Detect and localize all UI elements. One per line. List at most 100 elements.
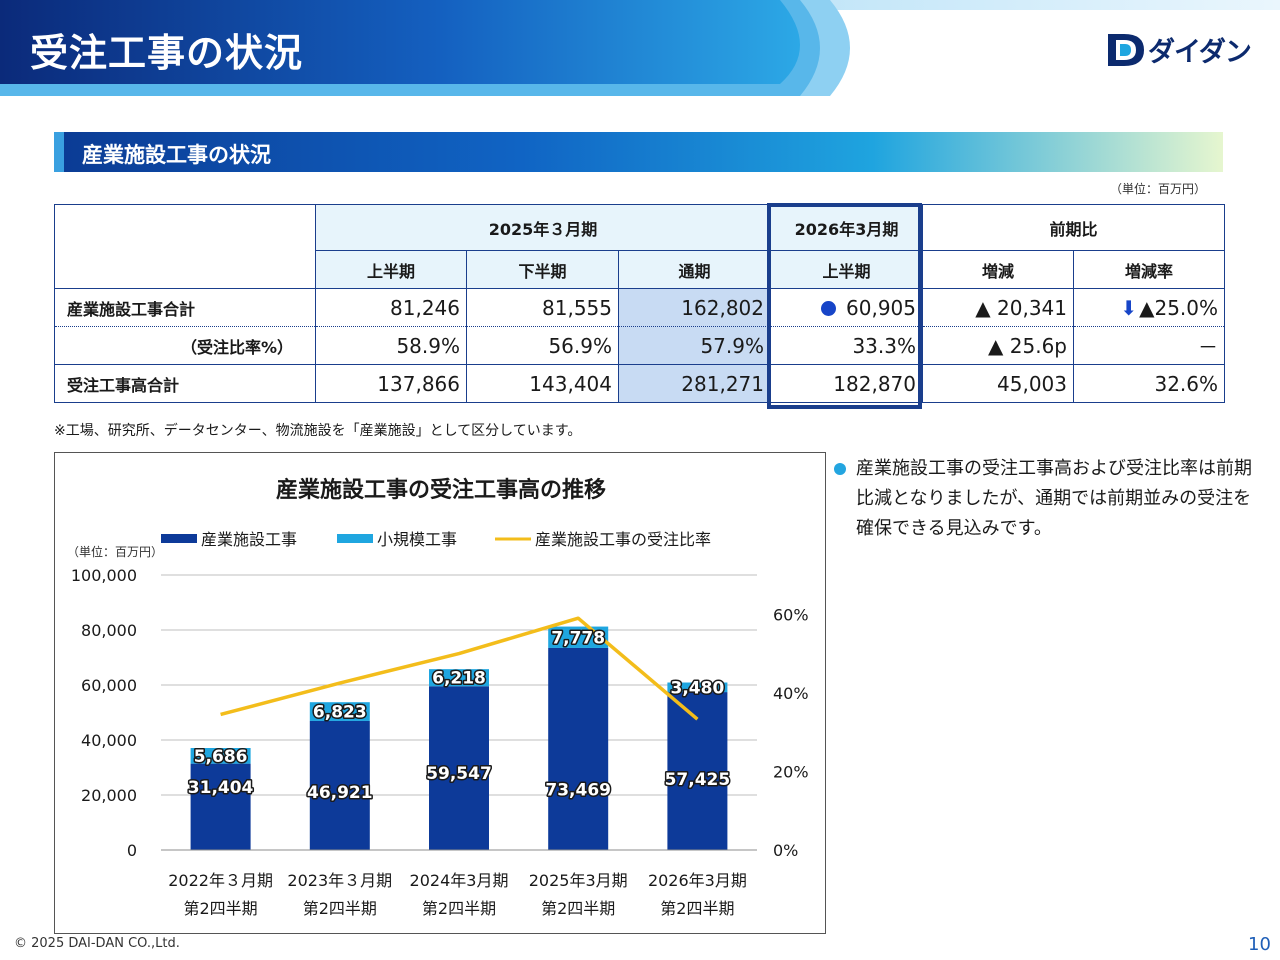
x-tick-sublabel: 第2四半期 — [184, 899, 258, 918]
data-label-small-scale: 6,823 — [313, 703, 367, 723]
row-label: 受注工事高合計 — [54, 364, 316, 403]
cell-h1: 58.9% — [315, 326, 467, 365]
bullet-text: 産業施設工事の受注工事高および受注比率は前期比減となりましたが、通期では前期並み… — [856, 458, 1252, 539]
bar-small-scale — [309, 702, 370, 721]
status-dot-icon — [821, 300, 837, 316]
cell-full: 281,271 — [618, 364, 771, 403]
header-fy2025: 2025年３月期 — [315, 204, 771, 251]
bar-industrial — [190, 763, 251, 850]
table-row: （受注比率%） 58.9% 56.9% 57.9% 33.3% ▲ 25.6p … — [54, 326, 1226, 365]
table-row: 受注工事高合計 137,866 143,404 281,271 182,870 … — [54, 364, 1226, 403]
data-label-industrial: 59,547 — [426, 764, 492, 784]
subheader-h2: 下半期 — [466, 250, 619, 289]
y-tick-label: 60,000 — [81, 676, 137, 695]
cell-h1-2026: 182,870 — [770, 364, 923, 403]
bar-small-scale — [190, 748, 251, 764]
section-bar: 産業施設工事の状況 — [54, 132, 1223, 172]
bar-small-scale — [667, 682, 728, 693]
cell-change-rate: 32.6% — [1072, 364, 1226, 403]
y-tick-label: 100,000 — [71, 566, 137, 585]
data-label-small-scale: 6,218 — [432, 669, 486, 689]
y-tick-label: 80,000 — [81, 621, 137, 640]
x-tick-label: 2026年3月期 — [648, 871, 747, 890]
bullet-dot-icon — [834, 463, 846, 475]
cell-change: ▲ 25.6p — [922, 326, 1074, 365]
down-arrow-icon: ⬇ — [1120, 295, 1138, 320]
y2-tick-label: 20% — [773, 762, 809, 781]
data-label-industrial: 73,469 — [545, 780, 611, 800]
data-label-industrial: 46,921 — [307, 783, 373, 803]
row-label: 産業施設工事合計 — [54, 288, 316, 327]
y2-tick-label: 0% — [773, 841, 798, 860]
copyright: © 2025 DAI-DAN CO.,Ltd. — [14, 936, 180, 951]
chart-title: 産業施設工事の受注工事高の推移 — [276, 477, 606, 503]
header-banner: 受注工事の状況 ダイダン — [0, 0, 1280, 96]
x-tick-label: 2024年3月期 — [410, 871, 509, 890]
y-tick-label: 20,000 — [81, 786, 137, 805]
page-title: 受注工事の状況 — [30, 31, 304, 75]
cell-h1: 137,866 — [315, 364, 467, 403]
row-label: （受注比率%） — [54, 326, 316, 365]
y-tick-label: 40,000 — [81, 731, 137, 750]
subheader-change: 増減 — [922, 250, 1074, 289]
x-tick-sublabel: 第2四半期 — [422, 899, 496, 918]
data-label-small-scale: 5,686 — [194, 747, 248, 767]
header-background — [0, 0, 1280, 96]
cell-change: 45,003 — [922, 364, 1074, 403]
data-label-industrial: 57,425 — [665, 770, 731, 790]
subheader-change-rate: 増減率 — [1072, 250, 1226, 289]
cell-change: ▲ 20,341 — [922, 288, 1074, 327]
cell-h1-2026-value: 60,905 — [846, 295, 916, 320]
cell-h1: 81,246 — [315, 288, 467, 327]
bar-industrial — [309, 720, 370, 850]
x-tick-label: 2022年３月期 — [168, 871, 273, 890]
chart-unit-label: （単位：百万円） — [67, 544, 163, 559]
x-tick-label: 2023年３月期 — [287, 871, 392, 890]
chart-panel: 産業施設工事の受注工事高の推移産業施設工事 小規模工事 産業施設工事の受注比率 （単位… — [54, 452, 826, 934]
subheader-full: 通期 — [618, 250, 771, 289]
table-row: 産業施設工事合計 81,246 81,555 162,802 60,905 ▲ … — [54, 288, 1226, 327]
header-yoy: 前期比 — [921, 204, 1226, 251]
bar-industrial — [429, 686, 489, 850]
x-tick-sublabel: 第2四半期 — [541, 899, 615, 918]
cell-h1-2026: 33.3% — [770, 326, 923, 365]
section-title: 産業施設工事の状況 — [82, 143, 271, 167]
cell-change-rate: ⬇ ▲25.0% — [1072, 288, 1226, 327]
legend-label-1: 小規模工事 — [377, 530, 457, 549]
y2-tick-label: 40% — [773, 684, 809, 703]
header-fy2026: 2026年3月期 — [770, 204, 923, 251]
table-unit-label: （単位：百万円） — [1110, 182, 1207, 196]
logo-text: ダイダン — [1148, 37, 1252, 68]
bullet-point: 産業施設工事の受注工事高および受注比率は前期比減となりましたが、通期では前期並み… — [834, 454, 1254, 544]
company-logo: ダイダン — [1106, 30, 1256, 70]
data-label-small-scale: 3,480 — [671, 678, 725, 698]
cell-full: 162,802 — [618, 288, 771, 327]
cell-h1-2026: 60,905 — [770, 288, 923, 327]
section-accent — [54, 132, 64, 172]
y2-tick-label: 60% — [773, 605, 809, 624]
data-label-small-scale: 7,778 — [551, 628, 605, 648]
footnote: ※工場、研究所、データセンター、物流施設を「産業施設」として区分しています。 — [54, 423, 582, 439]
logo-mark-icon — [1108, 34, 1144, 66]
line-order-ratio — [220, 616, 699, 721]
cell-h2: 81,555 — [466, 288, 619, 327]
legend-swatch-1 — [337, 534, 373, 543]
legend-label-2: 産業施設工事の受注比率 — [535, 530, 711, 549]
cell-h2: 56.9% — [466, 326, 619, 365]
cell-full: 57.9% — [618, 326, 771, 365]
cell-change-rate-value: ▲25.0% — [1139, 295, 1219, 320]
cell-change-rate: － — [1072, 326, 1226, 365]
orders-table: 2025年３月期 2026年3月期 前期比 上半期 下半期 通期 上半期 増減 … — [54, 204, 1226, 403]
y-tick-label: 0 — [127, 841, 137, 860]
data-label-industrial: 31,404 — [188, 778, 254, 798]
x-tick-sublabel: 第2四半期 — [660, 899, 734, 918]
bar-industrial — [548, 647, 609, 850]
legend-swatch-0 — [161, 534, 197, 543]
cell-h2: 143,404 — [466, 364, 619, 403]
x-tick-label: 2025年3月期 — [529, 871, 628, 890]
table-corner — [54, 204, 316, 289]
bar-small-scale — [429, 669, 489, 687]
legend-label-0: 産業施設工事 — [201, 530, 297, 549]
x-tick-sublabel: 第2四半期 — [303, 899, 377, 918]
